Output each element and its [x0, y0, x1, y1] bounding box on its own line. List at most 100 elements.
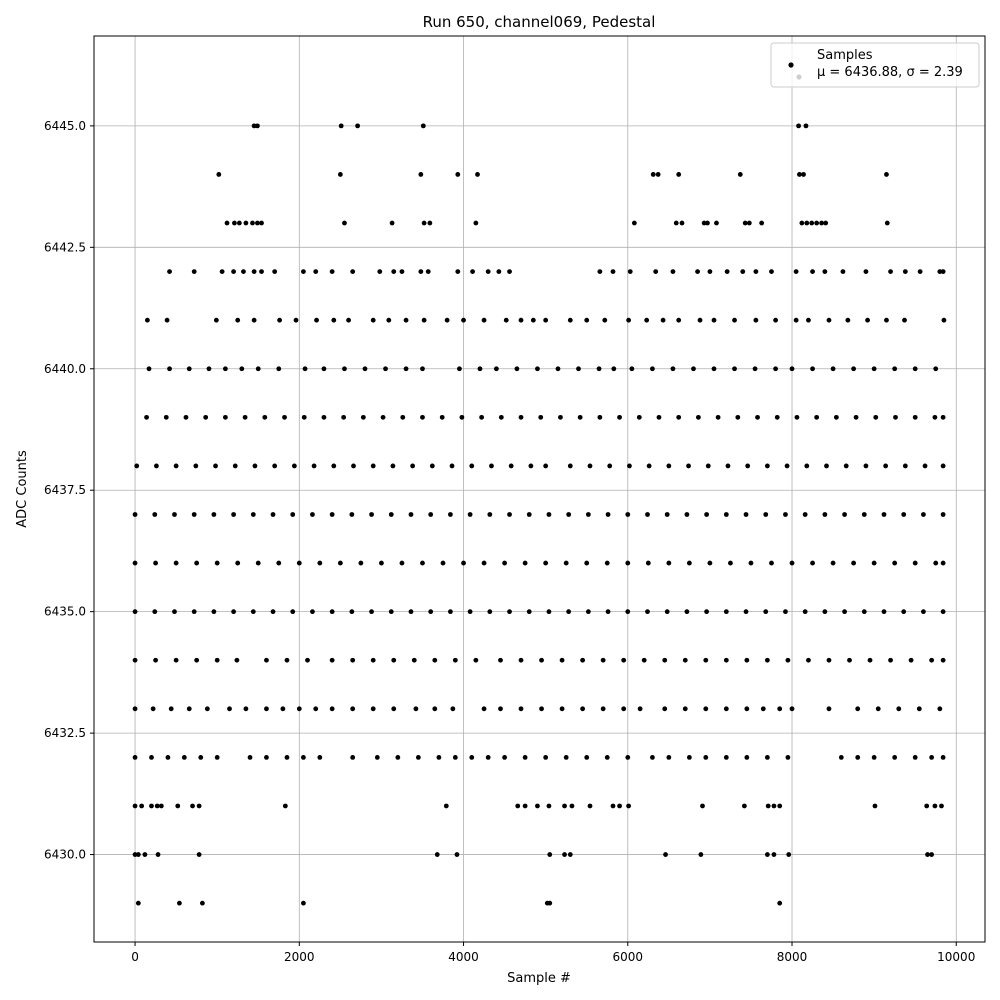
data-point	[479, 414, 485, 420]
data-point	[200, 900, 205, 906]
legend: Samples μ = 6436.88, σ = 2.39	[770, 42, 980, 88]
data-point	[745, 463, 751, 469]
data-point	[243, 220, 249, 226]
data-point	[711, 317, 717, 323]
y-tick-label: 6437.5	[44, 483, 86, 497]
data-point	[526, 609, 532, 615]
data-point	[737, 172, 743, 177]
data-point	[723, 706, 729, 712]
data-point	[626, 317, 631, 323]
data-point	[391, 657, 397, 663]
x-tick-label: 8000	[777, 950, 808, 964]
data-point	[172, 609, 177, 615]
y-axis-ticks: 6430.0 6432.5 6435.0 6437.5 6440.0 6442.5 6445…	[44, 119, 94, 862]
data-point	[872, 803, 878, 809]
data-point	[901, 609, 907, 615]
data-point	[892, 366, 898, 372]
data-point	[764, 755, 770, 760]
data-point	[399, 560, 405, 566]
data-point	[765, 803, 771, 809]
data-point	[814, 414, 820, 420]
data-point	[411, 657, 417, 663]
data-point	[785, 755, 791, 760]
data-point	[625, 512, 631, 517]
data-point	[786, 852, 792, 857]
data-point	[744, 706, 750, 712]
data-point	[823, 220, 829, 226]
data-point	[663, 852, 668, 857]
data-point	[211, 609, 217, 615]
data-point	[585, 512, 591, 517]
data-point	[168, 706, 174, 712]
data-point	[191, 512, 197, 517]
data-point	[370, 706, 376, 712]
data-point	[801, 172, 806, 177]
data-point	[150, 706, 156, 712]
data-point	[467, 609, 473, 615]
data-point	[617, 803, 622, 809]
data-point	[940, 755, 946, 760]
data-point	[861, 512, 867, 517]
data-point	[940, 609, 946, 615]
data-point	[350, 657, 356, 663]
data-point	[584, 755, 590, 760]
data-point	[597, 269, 603, 275]
data-point	[132, 755, 138, 760]
data-point	[231, 609, 237, 615]
data-point	[173, 463, 179, 469]
data-point	[425, 269, 431, 275]
data-point	[822, 512, 828, 517]
data-point	[703, 706, 709, 712]
y-tick-label: 6430.0	[44, 848, 86, 862]
data-point	[789, 706, 795, 712]
data-point	[902, 317, 907, 323]
data-point	[704, 512, 710, 517]
data-point	[744, 657, 750, 663]
data-point	[933, 560, 939, 566]
data-point	[660, 317, 666, 323]
data-point	[732, 366, 737, 372]
data-point	[686, 560, 692, 566]
data-point	[802, 609, 808, 615]
data-point	[806, 657, 811, 663]
data-point	[473, 220, 479, 226]
data-point	[432, 706, 438, 712]
plot-frame	[93, 35, 986, 943]
data-point	[317, 560, 323, 566]
data-point	[759, 220, 765, 226]
data-point	[420, 560, 425, 566]
data-point	[165, 755, 171, 760]
data-point	[522, 755, 528, 760]
data-point	[704, 609, 710, 615]
data-point	[569, 803, 575, 809]
data-point	[331, 317, 337, 323]
data-point	[342, 366, 347, 372]
data-point	[842, 512, 847, 517]
data-point	[420, 366, 425, 372]
data-point	[518, 414, 524, 420]
data-point	[610, 803, 616, 809]
data-point	[728, 560, 733, 566]
data-point	[449, 463, 455, 469]
data-point	[213, 317, 219, 323]
data-point	[925, 852, 930, 857]
data-point	[604, 755, 610, 760]
data-point	[797, 172, 802, 177]
data-point	[173, 560, 179, 566]
data-point	[939, 803, 944, 809]
data-point	[310, 512, 315, 517]
data-point	[763, 512, 769, 517]
data-point	[282, 803, 288, 809]
data-point	[611, 366, 617, 372]
data-point	[585, 609, 591, 615]
data-point	[539, 706, 544, 712]
data-point	[305, 657, 310, 663]
data-point	[232, 220, 237, 226]
data-point	[255, 366, 261, 372]
data-point	[186, 366, 192, 372]
data-point	[566, 512, 572, 517]
data-point	[600, 657, 606, 663]
data-point	[597, 414, 603, 420]
data-point	[388, 512, 394, 517]
data-point	[448, 512, 453, 517]
